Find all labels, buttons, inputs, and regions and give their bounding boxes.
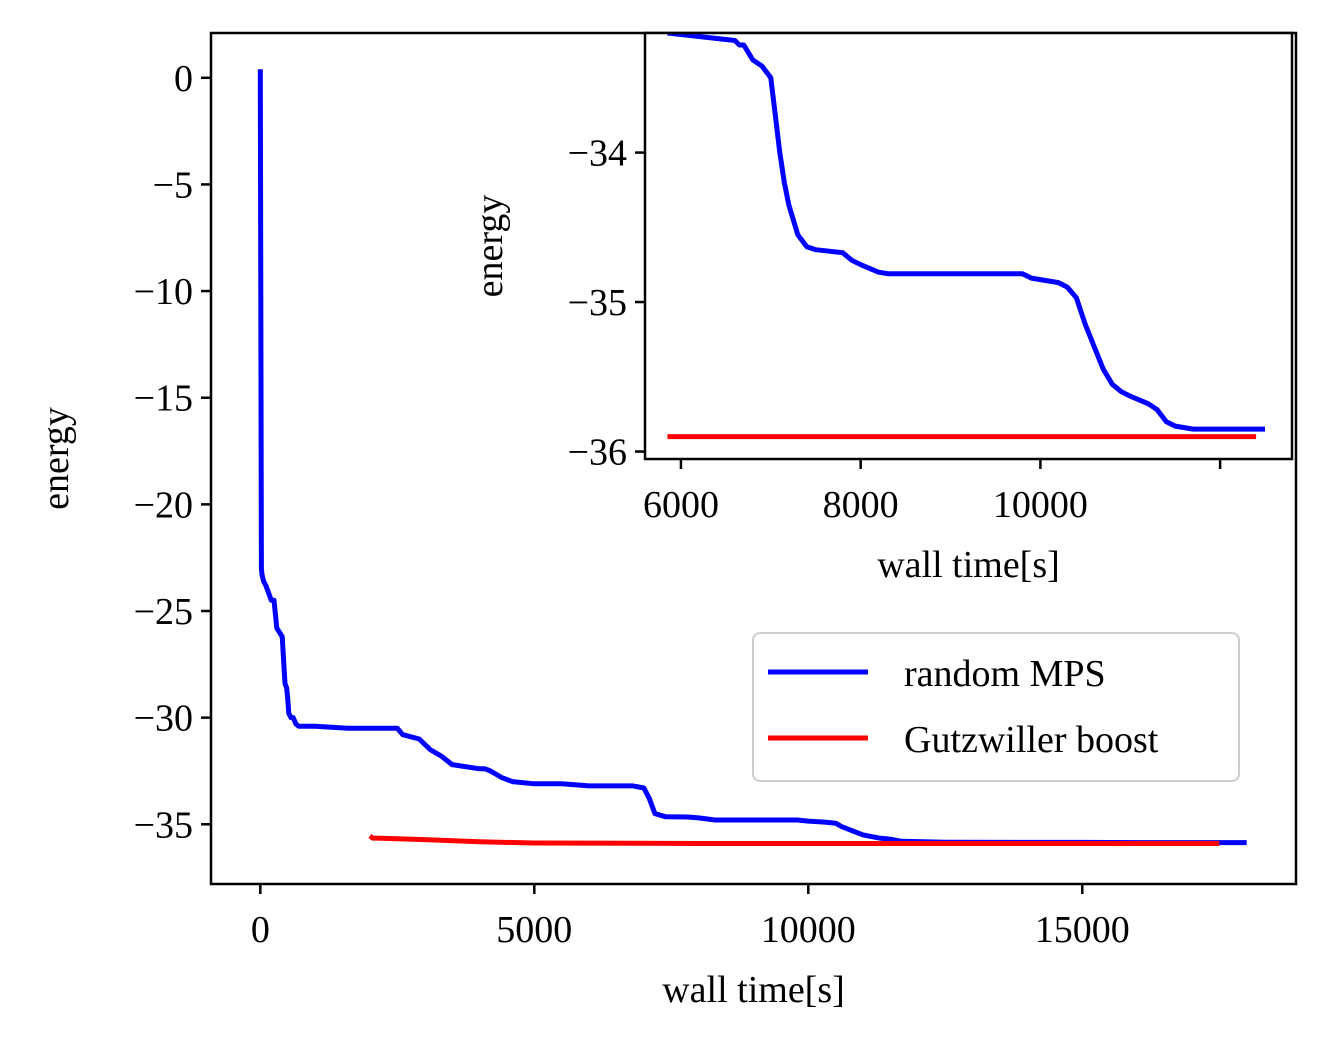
inset-plot: 6000 8000 10000 −34 −35 −36 wall time[s] ene…: [469, 31, 1294, 586]
inset-x-tick-label: 6000: [643, 484, 719, 526]
main-series-line-random-mps: [257, 69, 1247, 846]
main-y-ticks: 0 −5 −10 −15 −20 −25 −30 −35: [134, 58, 211, 846]
main-y-axis-label: energy: [35, 407, 77, 510]
main-y-tick-label: −15: [134, 378, 193, 420]
main-series-layer: [257, 69, 1247, 846]
main-x-tick-label: 15000: [1035, 909, 1130, 951]
main-x-axis-label: wall time[s]: [662, 969, 845, 1011]
inset-y-tick-label: −36: [568, 432, 627, 474]
main-y-tick-label: 0: [174, 58, 193, 100]
inset-x-axis-label: wall time[s]: [877, 544, 1060, 586]
legend-label-gutzwiller-boost: Gutzwiller boost: [904, 719, 1159, 761]
main-plot: 0 5000 10000 15000 0 −5 −10 −15 −20 −25 −30 −35 wa…: [35, 31, 1298, 1011]
main-y-tick-label: −30: [134, 698, 193, 740]
inset-y-tick-label: −34: [568, 133, 627, 175]
inset-background: [645, 33, 1292, 459]
inset-y-tick-label: −35: [568, 282, 627, 324]
inset-x-ticks: 6000 8000 10000: [643, 459, 1222, 526]
inset-series-line-random-mps: [667, 33, 1265, 432]
inset-series-layer: [667, 33, 1265, 440]
main-x-ticks: 0 5000 10000 15000: [251, 884, 1130, 951]
main-x-tick-label: 10000: [761, 909, 856, 951]
main-y-tick-label: −5: [153, 164, 193, 206]
main-y-tick-label: −25: [134, 591, 193, 633]
inset-y-ticks: −34 −35 −36: [568, 133, 645, 474]
inset-plot-frame: [643, 31, 1294, 461]
main-x-tick-label: 0: [251, 909, 270, 951]
main-x-tick-label: 5000: [496, 909, 572, 951]
inset-x-tick-label: 10000: [993, 484, 1088, 526]
main-series-line-gutzwiller-boost: [368, 833, 1220, 846]
main-y-tick-label: −10: [134, 271, 193, 313]
legend-label-random-mps: random MPS: [904, 653, 1106, 695]
legend-box: [752, 632, 1240, 782]
main-y-tick-label: −35: [134, 804, 193, 846]
legend: random MPS Gutzwiller boost: [752, 632, 1240, 782]
inset-y-axis-label: energy: [469, 195, 511, 298]
main-y-tick-label: −20: [134, 484, 193, 526]
inset-x-tick-label: 8000: [823, 484, 899, 526]
